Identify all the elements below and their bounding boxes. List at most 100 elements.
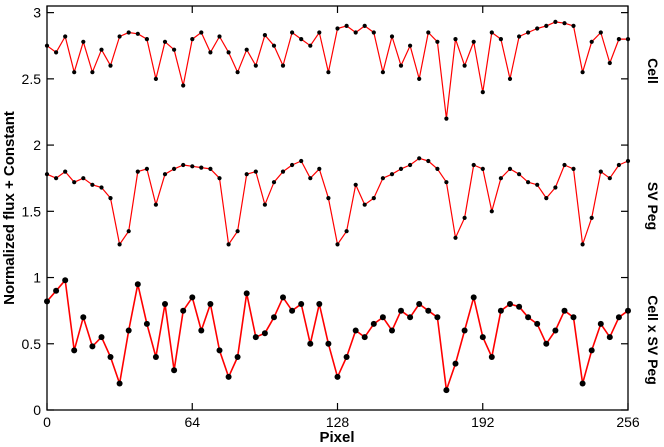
data-point — [225, 373, 232, 380]
data-point — [63, 34, 68, 39]
data-point — [325, 340, 332, 347]
data-point — [525, 314, 532, 321]
series-label-cell: Cell — [645, 58, 661, 84]
data-point — [144, 166, 149, 171]
data-point — [461, 327, 468, 334]
data-point — [172, 47, 177, 52]
data-point — [344, 229, 349, 234]
x-tick-label: 64 — [184, 414, 200, 430]
data-point — [262, 33, 267, 38]
data-point — [571, 23, 576, 28]
data-point — [271, 314, 277, 321]
series-line — [46, 279, 629, 391]
data-point — [562, 162, 567, 168]
data-point — [90, 182, 95, 187]
data-point — [199, 165, 204, 170]
data-point — [299, 37, 304, 42]
data-point — [307, 340, 314, 347]
x-axis-label: Pixel — [319, 429, 354, 446]
data-point — [362, 202, 367, 207]
y-tick-label: 2 — [33, 137, 41, 153]
data-point — [580, 70, 585, 75]
data-point — [217, 34, 222, 39]
data-point — [597, 320, 604, 327]
data-point — [453, 235, 458, 240]
y-tick-label: 2.5 — [22, 71, 42, 87]
data-point — [343, 354, 350, 360]
data-point — [489, 30, 494, 35]
x-tick-label: 128 — [326, 414, 350, 430]
data-point — [606, 334, 613, 341]
data-point — [517, 172, 522, 177]
data-point — [553, 185, 558, 190]
data-point — [244, 47, 249, 52]
data-point — [498, 37, 503, 42]
data-point — [507, 301, 513, 307]
data-point — [598, 30, 603, 35]
data-point — [443, 387, 450, 394]
data-point — [226, 242, 231, 247]
data-point — [534, 320, 541, 327]
series-label-cell-x-sv-peg: Cell x SV Peg — [645, 295, 661, 384]
data-point — [99, 47, 104, 52]
data-point — [479, 334, 486, 341]
data-point — [134, 281, 141, 288]
data-point — [326, 70, 331, 75]
data-point — [90, 70, 95, 75]
data-point — [235, 229, 240, 234]
data-point — [543, 340, 550, 347]
data-point — [334, 373, 341, 380]
data-point — [353, 30, 358, 35]
data-point — [226, 50, 231, 55]
data-point — [480, 90, 485, 95]
data-point — [434, 314, 441, 321]
data-point — [62, 277, 69, 284]
data-point — [535, 182, 540, 187]
data-point — [589, 215, 594, 220]
data-point — [471, 162, 476, 168]
y-axis-label: Normalized flux + Constant — [1, 111, 18, 305]
data-point — [571, 166, 576, 171]
data-point — [544, 196, 549, 201]
data-point — [162, 172, 168, 177]
data-point — [117, 242, 122, 247]
data-point — [199, 30, 204, 35]
data-point — [426, 158, 431, 164]
data-point — [516, 303, 523, 310]
data-point — [290, 162, 295, 168]
data-point — [417, 76, 422, 81]
data-point — [126, 30, 131, 35]
data-point — [271, 180, 277, 185]
y-tick-label: 1.5 — [22, 203, 42, 219]
plot-frame — [46, 5, 629, 411]
series-label-sv-peg: SV Peg — [645, 182, 661, 230]
data-point — [244, 172, 249, 177]
data-point — [398, 307, 404, 314]
data-point — [416, 301, 423, 307]
y-tick-label: 0 — [33, 402, 41, 418]
data-point — [125, 327, 132, 334]
data-point — [380, 176, 385, 181]
data-point — [299, 158, 304, 164]
data-point — [435, 39, 440, 44]
data-point — [153, 202, 158, 207]
data-point — [371, 196, 376, 201]
data-point — [580, 242, 585, 247]
data-point — [152, 354, 159, 360]
data-point — [143, 320, 150, 327]
data-point — [453, 37, 458, 42]
data-point — [389, 34, 395, 39]
data-point — [344, 23, 349, 28]
data-point — [579, 380, 586, 387]
data-point — [425, 307, 432, 314]
data-point — [162, 301, 168, 307]
data-point — [71, 347, 78, 354]
data-point — [316, 301, 323, 307]
data-point — [607, 176, 612, 181]
data-point — [616, 37, 622, 42]
x-tick-label: 192 — [471, 414, 495, 430]
data-point — [208, 50, 213, 55]
data-point — [361, 334, 368, 341]
data-point — [280, 169, 286, 174]
